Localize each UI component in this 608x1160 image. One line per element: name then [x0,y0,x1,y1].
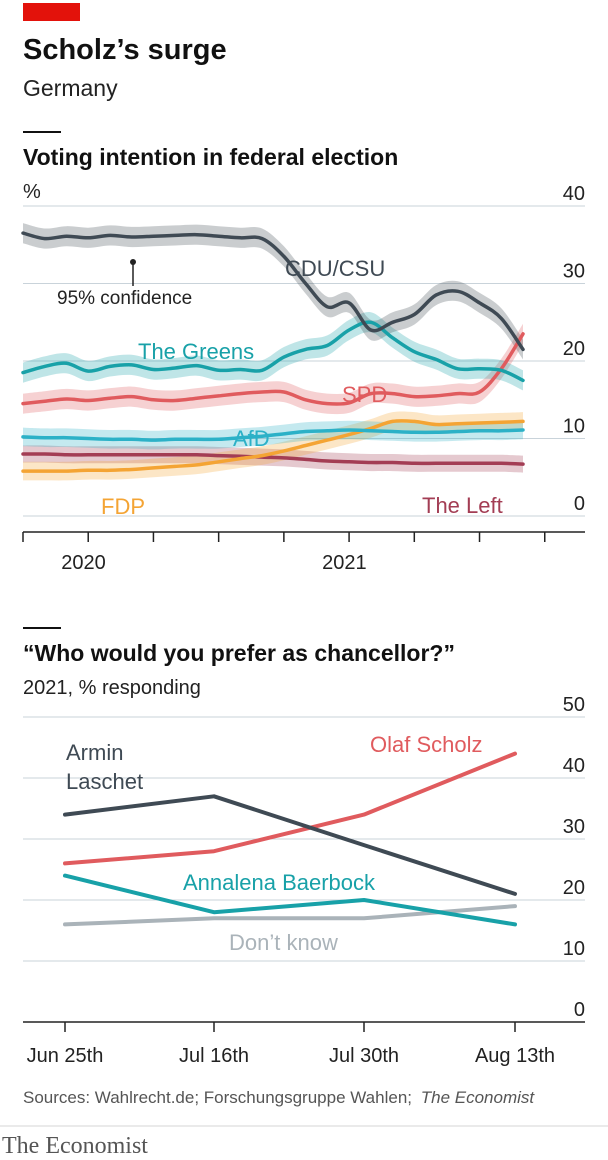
y-tick-label-0: 0 [574,493,585,515]
chart-title: Scholz’s surge [23,34,227,66]
sources-note: Sources: Wahlrecht.de; Forschungsgruppe … [23,1088,535,1107]
brand-red-tag [23,3,80,21]
label-cdu-csu: CDU/CSU [285,256,385,281]
panel1-title: Voting intention in federal election [23,144,398,170]
confidence-leader-dot [130,259,136,265]
y-tick-label-20: 20 [563,877,585,899]
panel2-title: “Who would you prefer as chancellor?” [23,640,455,666]
chart-subtitle: Germany [23,75,118,101]
line-cdu-csu [21,231,525,352]
y-tick-label-10: 10 [563,938,585,960]
panel2-series-labels: Armin Laschet Olaf Scholz Annalena Baerbock… [66,732,483,955]
band-spd [23,323,523,415]
sources-economist: The Economist [421,1088,536,1107]
band-the-greens [23,311,523,391]
y-tick-label-0: 0 [574,999,585,1021]
y-tick-label-40: 40 [563,183,585,205]
y-tick-label-40: 40 [563,755,585,777]
label-afd: AfD [233,426,270,451]
label-line: Olaf Scholz [370,732,483,757]
label-fdp: FDP [101,494,145,519]
label-line: Laschet [66,769,143,794]
panel2-gridlines: 0 10 20 30 40 50 [23,694,585,1021]
x-tick-label-aug-13th: Aug 13th [475,1045,555,1067]
label-the-left: The Left [422,493,503,518]
y-tick-label-30: 30 [563,261,585,283]
x-tick-label-2021: 2021 [322,552,367,574]
panel1-unit: % [23,181,41,203]
label-olaf-scholz: Olaf Scholz [370,732,483,757]
label-annalena-baerbock: Annalena Baerbock [183,870,376,895]
brand-logo: The Economist [2,1133,148,1159]
line-armin-laschet [63,794,517,896]
y-tick-label-30: 30 [563,816,585,838]
x-tick-label-jul-16th: Jul 16th [179,1045,249,1067]
x-tick-label-jun-25th: Jun 25th [27,1045,104,1067]
band-cdu-csu [23,223,523,360]
label-don-t-know: Don’t know [229,930,338,955]
label-armin-laschet: Armin Laschet [66,740,143,794]
panel1-series-labels: CDU/CSU The Greens SPD AfD FDP The Left 95% co… [57,256,503,519]
panel2-series-lines [63,751,517,927]
y-tick-label-50: 50 [563,694,585,716]
panel1-confidence-bands [23,223,523,481]
line-spd [21,332,525,406]
line-the-left [21,452,525,466]
x-tick-label-jul-30th: Jul 30th [329,1045,399,1067]
panel2-x-axis: Jun 25th Jul 16th Jul 30th Aug 13th [23,1021,585,1067]
sources-label: Sources: Wahlrecht.de; Forschungsgruppe … [23,1088,412,1107]
x-tick-label-2020: 2020 [61,552,106,574]
label-line: Annalena Baerbock [183,870,376,895]
y-tick-label-10: 10 [563,416,585,438]
line-annalena-baerbock [63,873,517,927]
panel1-x-axis: 2020 2021 [22,531,585,574]
line-the-greens [21,320,525,383]
label-spd: SPD [342,382,387,407]
band-fdp [23,411,523,481]
confidence-annotation: 95% confidence [57,288,192,309]
label-line: Don’t know [229,930,338,955]
label-the-greens: The Greens [138,339,254,364]
panel2-subtitle: 2021, % responding [23,677,201,699]
panel1-series-lines [21,231,525,473]
line-afd [21,428,525,442]
line-olaf-scholz [63,751,517,866]
label-line: Armin [66,740,123,765]
line-fdp [21,419,525,473]
y-tick-label-20: 20 [563,338,585,360]
